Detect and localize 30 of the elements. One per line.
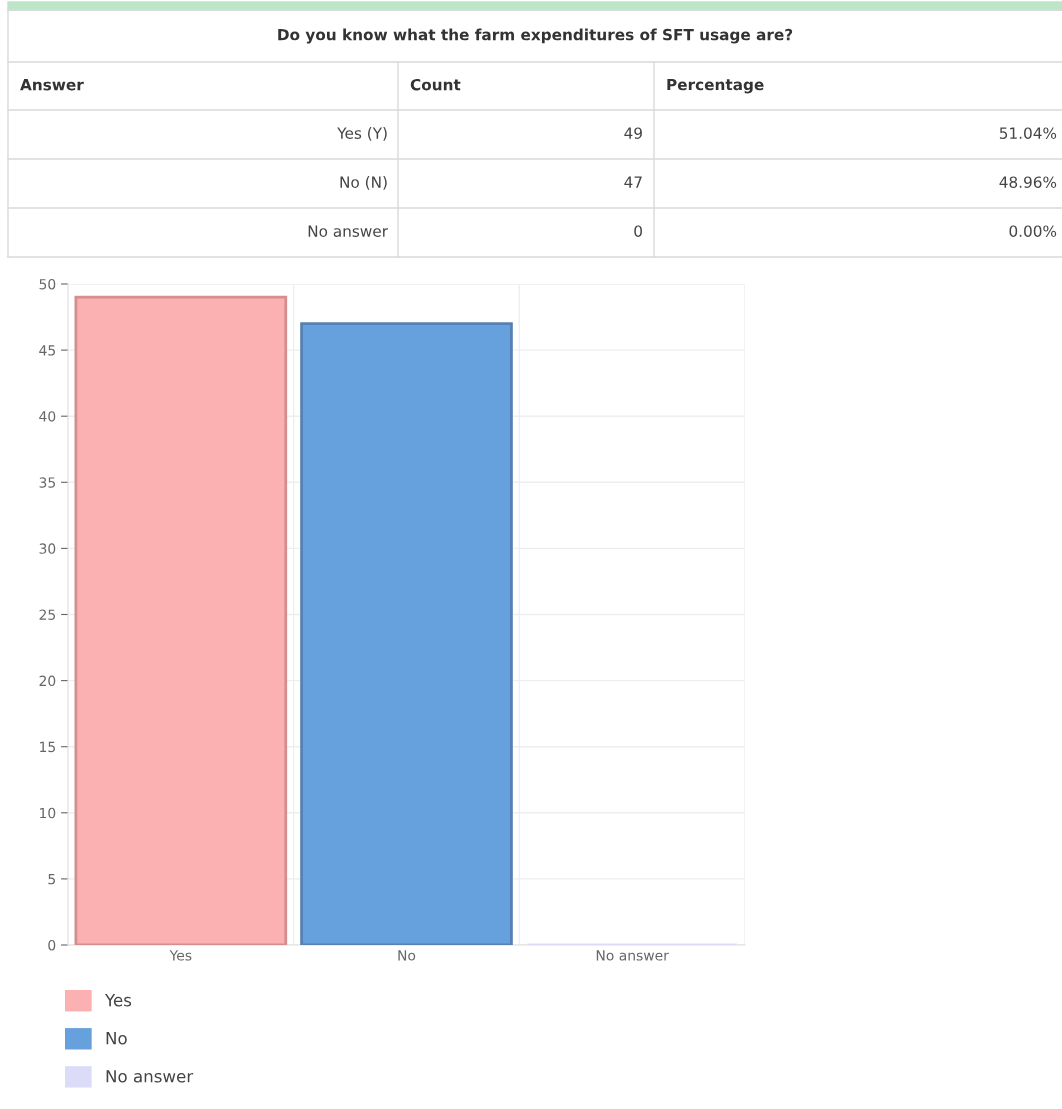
legend-label: Yes	[104, 994, 132, 1007]
text: 47	[624, 176, 642, 188]
y-tick-label: 15	[40, 741, 55, 753]
x-tick-label: Yes	[169, 950, 192, 961]
y-tick-label: 35	[39, 477, 55, 488]
text: Percentage	[667, 78, 764, 94]
text: Yes (Y)	[337, 127, 387, 141]
y-tick-label: 25	[39, 609, 55, 620]
x-tick-label: No answer	[596, 950, 669, 961]
text: Count	[410, 78, 461, 91]
y-tick-label: 5	[48, 874, 55, 885]
y-tick-label: 40	[39, 411, 56, 422]
legend-label: No	[106, 1032, 127, 1045]
y-tick-label: 50	[39, 278, 56, 290]
y-tick-label: 30	[39, 543, 56, 554]
x-tick-label: No	[398, 950, 416, 961]
text: No answer	[308, 225, 388, 237]
text: 0.00%	[1009, 225, 1057, 237]
text: No (N)	[340, 176, 387, 190]
text: 51.04%	[999, 127, 1057, 139]
y-tick-label: 0	[48, 939, 56, 951]
text: 49	[624, 127, 642, 139]
text: Answer	[20, 79, 84, 91]
text: 48.96%	[999, 176, 1057, 188]
y-tick-label: 45	[39, 345, 55, 356]
y-tick-label: 20	[39, 675, 56, 687]
legend-label: No answer	[106, 1070, 194, 1083]
text: 0	[634, 225, 642, 237]
chart-title: Do you know what the farm expenditures of SFT usage are?	[278, 28, 793, 44]
y-tick-label: 10	[40, 807, 56, 819]
